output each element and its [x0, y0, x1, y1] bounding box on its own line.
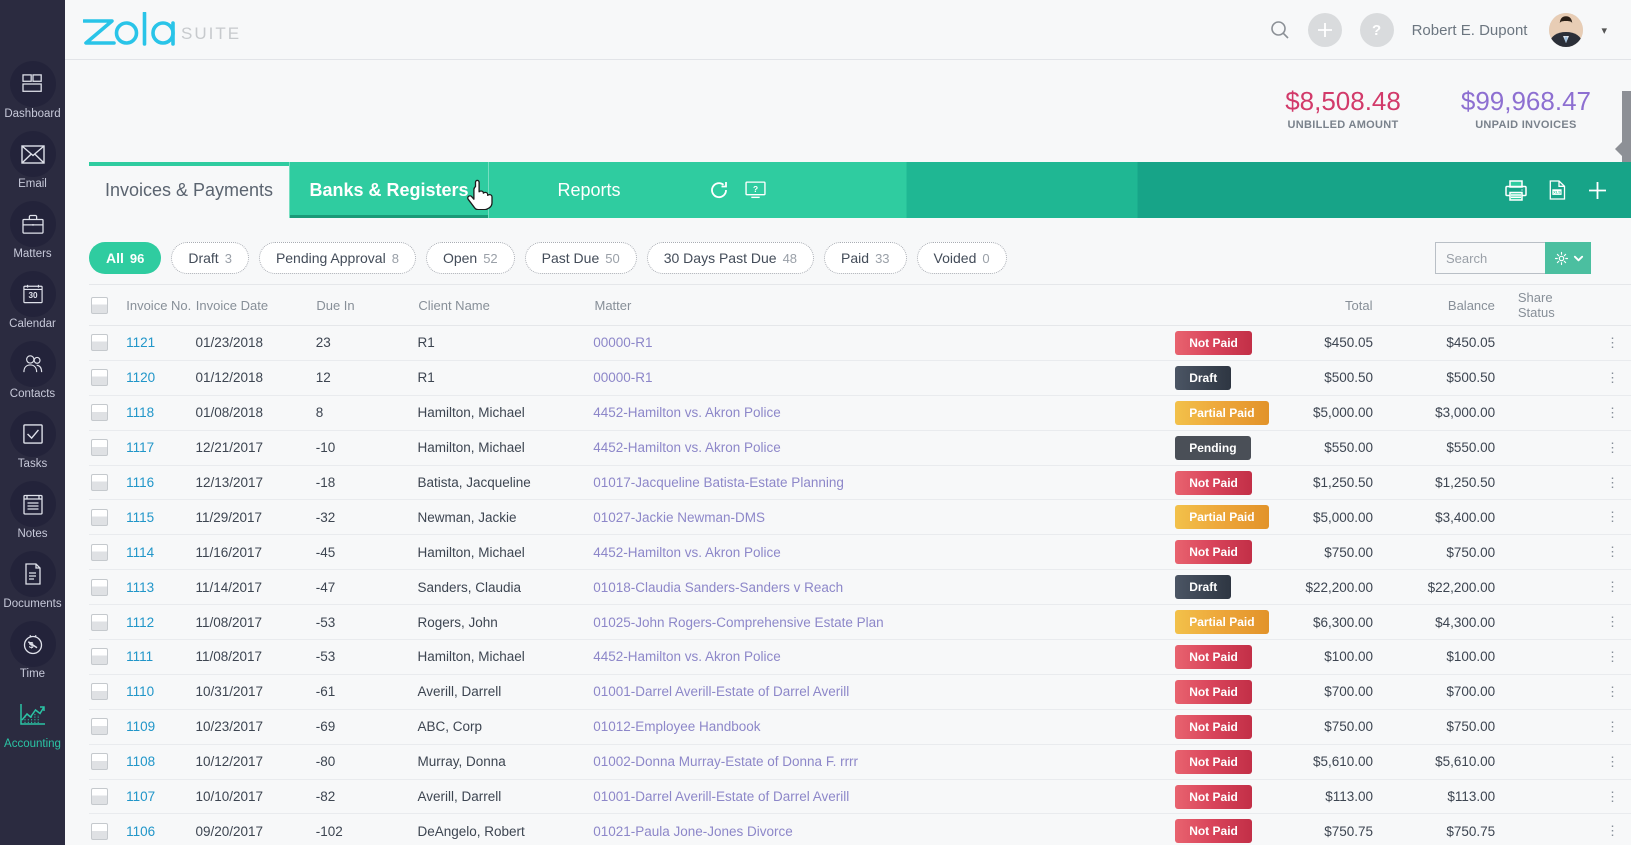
svg-text:?: ? [753, 184, 758, 194]
svg-text:30: 30 [28, 291, 38, 300]
svg-text:SUITE: SUITE [181, 24, 241, 43]
svg-text:$: $ [28, 640, 33, 650]
svg-text:XLS: XLS [1553, 190, 1561, 195]
